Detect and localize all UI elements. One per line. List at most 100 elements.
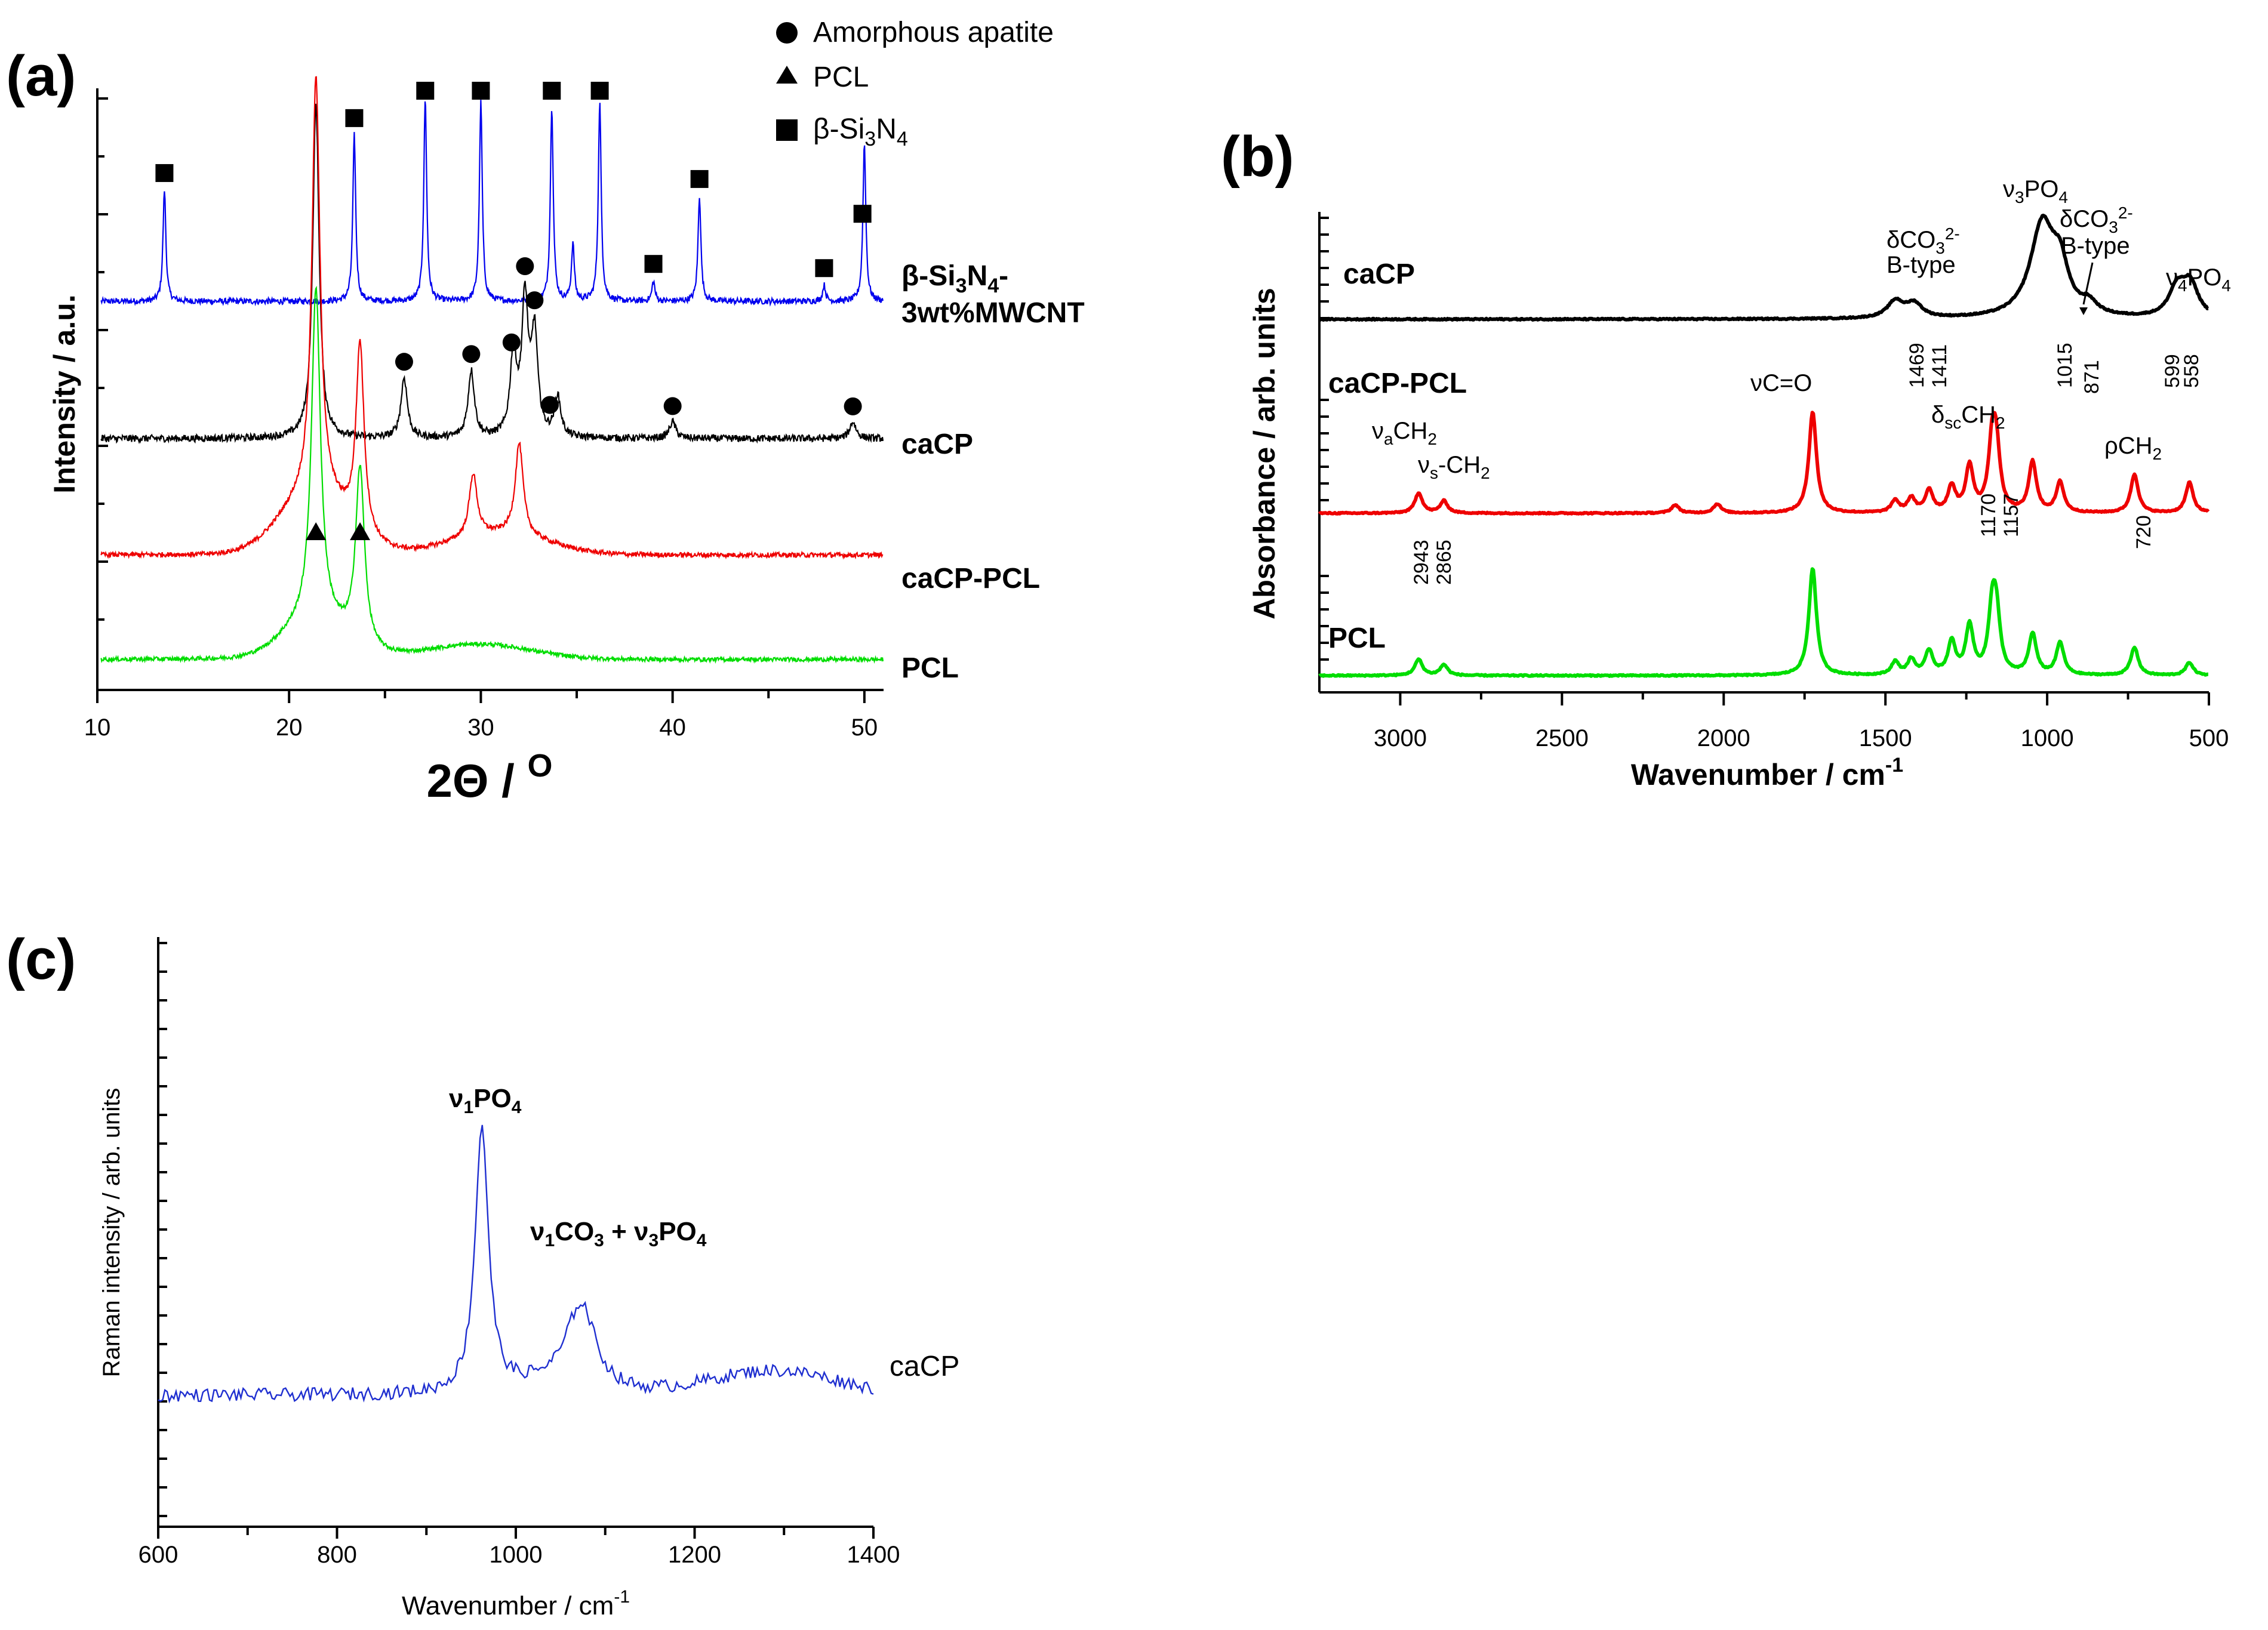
panel-a-series-line [100,100,884,307]
panel-a-series-line [100,285,884,664]
panel-b-series-line [1318,567,2209,678]
annotation-vsch2: νs-CH2 [1418,452,1490,482]
annotation-v4po4: ν4PO4 [2166,264,2231,295]
panel-a-x-tick-label: 50 [851,714,878,741]
panel-a-series-line [100,76,884,560]
panel-a-series-label-cacp-pcl: caCP-PCL [901,563,1040,594]
panel-b-y-ticks [1319,217,1329,677]
panel-a-marker-circle [395,353,413,371]
panel-a-marker-square [472,82,490,100]
legend-triangle-marker [776,66,798,84]
annotation-v1co3-v3po4: ν1CO3 + ν3PO4 [530,1217,707,1250]
panel-a: (a) Amorphous apatite PCL β-Si3N4 10 20 30… [6,17,1085,807]
panel-b-wavenumber-label: 558 [2180,354,2203,388]
panel-a-marker-square [416,82,435,100]
panel-a-label: (a) [6,44,76,108]
panel-a-marker-circle [541,396,559,414]
annotation-dscch2: δscCH2 [1931,402,2005,432]
panel-c-x-ticks: 600 800 1000 1200 1400 [139,1527,900,1568]
panel-a-xlabel: 2Θ / O [426,748,552,807]
annotation-dco3-a: δCO32- [1887,224,1960,257]
panel-b-label: (b) [1221,125,1294,189]
panel-c-x-tick-label: 1200 [668,1542,721,1568]
panel-b-wavenumber-label: 2865 [1433,540,1455,585]
panel-a-series-label-cacp: caCP [901,429,973,460]
panel-a-marker-square [345,109,364,127]
panel-a-marker-circle [462,345,481,363]
panel-b-wavenumber-label: 1469 [1906,343,1928,388]
panel-c-ylabel: Raman intensity / arb. units [99,1088,125,1378]
panel-a-marker-circle [525,291,544,310]
panel-a-x-tick-label: 30 [467,714,494,741]
panel-a-marker-square [815,259,833,278]
panel-b-x-tick-label: 2000 [1697,725,1750,751]
panel-c-series-line [158,1124,874,1404]
panel-c-x-tick-label: 800 [317,1542,357,1568]
panel-a-marker-triangle [306,522,327,540]
panel-a-series-line [100,103,884,445]
panel-a-marker-square [690,170,709,188]
annotation-v3po4: ν3PO4 [2003,176,2068,207]
panel-b-x-tick-label: 1000 [2021,725,2074,751]
panel-a-marker-circle [844,397,862,415]
panel-b-x-tick-label: 2500 [1535,725,1589,751]
panel-a-marker-circle [663,397,682,415]
panel-b-wavenumber-label: 720 [2132,515,2155,549]
panel-c-label: (c) [6,928,76,991]
panel-a-series-label-mwcnt: 3wt%MWCNT [901,297,1085,329]
annotation-dco3-b: δCO32- [2060,204,2133,236]
panel-b-x-tick-label: 3000 [1374,725,1427,751]
panel-a-series-label-si3n4: β-Si3N4- [901,260,1008,297]
panel-b-series-line [1318,214,2209,322]
panel-b-series-label-pcl: PCL [1328,623,1386,654]
panel-a-series [100,76,884,664]
panel-a-markers [155,82,872,540]
panel-b-wavenumber-label: 1411 [1928,344,1951,388]
panel-a-x-tick-label: 10 [84,714,111,741]
panel-a-marker-square [853,205,872,223]
panel-b-series-line [1318,411,2210,516]
panel-b: (b) 3000 2500 2000 1500 1000 500 Absorbance /… [1221,125,2231,791]
panel-b-series [1318,214,2210,678]
panel-a-marker-circle [502,333,521,352]
panel-a-marker-circle [516,257,534,276]
panel-a-ylabel: Intensity / a.u. [48,294,81,493]
panel-c-series [158,1124,874,1404]
panel-b-x-tick-label: 500 [2189,725,2229,751]
annotation-v1po4: ν1PO4 [449,1084,522,1117]
annotation-btype-a: B-type [1887,252,1956,278]
annotation-arrow [2082,262,2094,305]
panel-b-wavenumber-label: 599 [2161,354,2184,388]
panel-b-wavenumber-label: 871 [2081,360,2103,394]
annotation-vach2: νaCH2 [1372,418,1437,448]
legend-pcl: PCL [813,61,869,93]
panel-b-wavenumber-label: 1170 [1977,494,2000,537]
panel-c-series-label-cacp: caCP [890,1351,959,1382]
panel-b-series-label-cacp-pcl: caCP-PCL [1328,368,1467,399]
legend-square-marker [776,119,798,141]
panel-b-xlabel: Wavenumber / cm-1 [1631,754,1903,791]
panel-a-marker-square [644,255,663,273]
panel-a-y-ticks [97,97,108,621]
panel-c-x-tick-label: 1000 [490,1542,543,1568]
annotation-btype-b: B-type [2061,233,2130,259]
annotation-rch2: ρCH2 [2104,433,2162,463]
panel-c-xlabel: Wavenumber / cm-1 [402,1587,630,1620]
annotation-vco: νC=O [1750,370,1812,396]
panel-b-x-ticks: 3000 2500 2000 1500 1000 500 [1374,692,2229,751]
panel-a-x-tick-label: 40 [659,714,686,741]
panel-b-series-label-cacp: caCP [1343,258,1415,290]
panel-a-x-ticks: 10 20 30 40 50 [84,690,878,741]
panel-b-x-tick-label: 1500 [1859,725,1912,751]
panel-c: (c) 600 800 1000 1200 1400 Raman intensity /… [6,928,959,1620]
legend-amorphous-apatite: Amorphous apatite [813,17,1054,48]
panel-b-wavenumber-label: 1157 [2000,494,2023,537]
panel-a-legend: Amorphous apatite PCL β-Si3N4 [776,17,1054,150]
panel-a-x-tick-label: 20 [276,714,303,741]
panel-c-x-tick-label: 600 [139,1542,179,1568]
panel-a-marker-square [543,82,561,100]
panel-c-y-ticks [158,942,167,1517]
panel-a-marker-square [155,164,174,182]
annotation-arrow-head [2079,307,2088,315]
